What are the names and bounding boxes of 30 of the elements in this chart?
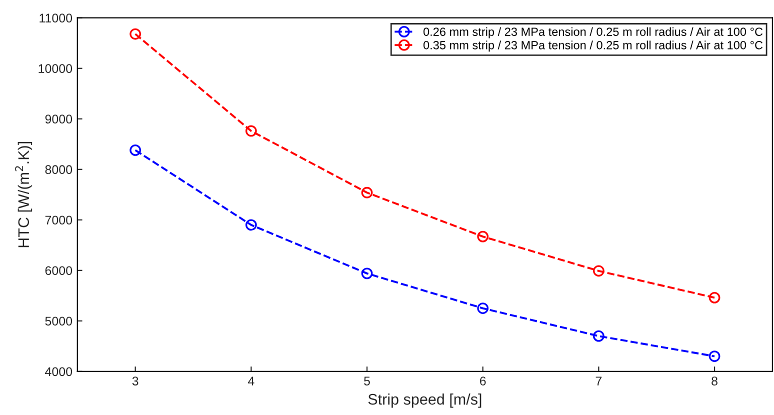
point xyxy=(245,219,257,231)
legend-label: 0.26 mm strip / 23 MPa tension / 0.25 m roll radius / Air at 100 °C xyxy=(423,27,763,38)
y-tick-label: 10000 xyxy=(38,64,72,74)
point xyxy=(708,350,720,362)
x-tick-label: 4 xyxy=(248,376,254,386)
x-tick-label: 8 xyxy=(712,376,718,386)
point xyxy=(361,186,373,198)
x-tick-label: 7 xyxy=(596,376,602,386)
point xyxy=(592,265,604,277)
x-axis-title: Strip speed [m/s] xyxy=(368,393,482,408)
y-tick-label: 5000 xyxy=(45,316,72,326)
y-tick-label: 9000 xyxy=(45,114,72,124)
y-tick-label: 6000 xyxy=(45,266,72,276)
point xyxy=(592,330,604,342)
x-tick-label: 3 xyxy=(132,376,138,386)
legend-label: 0.35 mm strip / 23 MPa tension / 0.25 m roll radius / Air at 100 °C xyxy=(423,40,763,52)
point xyxy=(477,302,489,314)
point xyxy=(361,268,373,280)
y-tick-label: 8000 xyxy=(45,165,72,174)
y-tick-label: 4000 xyxy=(45,367,72,376)
x-tick-label: 5 xyxy=(364,376,370,386)
point xyxy=(130,144,142,156)
x-tick-label: 6 xyxy=(480,376,486,386)
point xyxy=(708,292,720,304)
point xyxy=(245,125,257,137)
y-tick-label: 7000 xyxy=(45,216,72,225)
y-axis-title: HTC [W/(m$^{2}$.K)] xyxy=(15,142,32,248)
y-tick-label: 11000 xyxy=(40,14,72,22)
point xyxy=(477,230,489,242)
point xyxy=(130,28,142,40)
